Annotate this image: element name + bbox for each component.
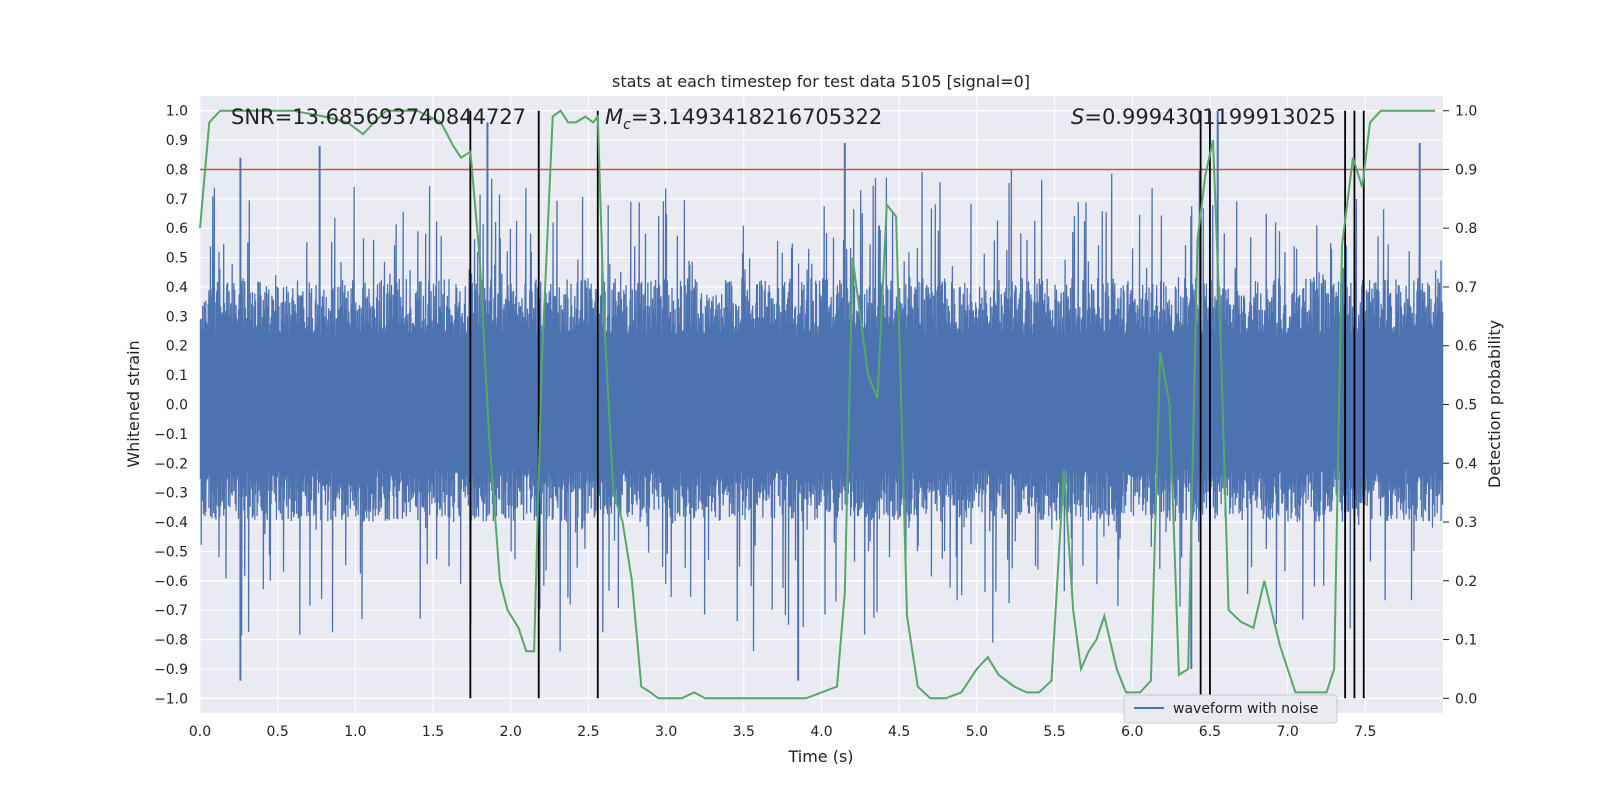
score-value: =0.9994301199913025: [1084, 105, 1335, 129]
y-tick-label: 0.4: [166, 280, 188, 296]
y-tick-label: 0.7: [166, 192, 188, 208]
y-tick-label: 0.8: [166, 162, 188, 178]
x-tick-label: 3.5: [733, 724, 755, 740]
legend-box: [1123, 694, 1338, 724]
y-tick-label: −0.2: [154, 456, 188, 472]
y2-axis-label: Detection probability: [1485, 320, 1504, 488]
legend-label: waveform with noise: [1173, 701, 1318, 717]
y2-tick-label: 0.7: [1455, 280, 1477, 296]
x-tick-label: 7.0: [1276, 724, 1298, 740]
y-tick-label: −0.8: [154, 633, 188, 649]
detection-markers: [469, 110, 1365, 699]
score-symbol: S: [1071, 105, 1084, 129]
y-tick-label: 0.1: [166, 368, 188, 384]
chart-title: stats at each timestep for test data 510…: [612, 72, 1030, 91]
y-tick-label: 0.3: [166, 309, 188, 325]
y2-tick-label: 0.5: [1455, 398, 1477, 414]
y2-tick-label: 0.9: [1455, 162, 1477, 178]
x-tick-label: 5.0: [966, 724, 988, 740]
x-tick-label: 2.0: [500, 724, 522, 740]
x-tick-label: 6.0: [1121, 724, 1143, 740]
y2-tick-label: 0.1: [1455, 633, 1477, 649]
x-tick-label: 0.5: [267, 724, 289, 740]
y-ticks: 1.0 0.9 0.8 0.7 0.6 0.5 0.4 0.3 0.2 0.1 0.0 −0.1 −0.…: [154, 104, 188, 708]
y-tick-label: −1.0: [154, 691, 188, 707]
y-tick-label: 0.0: [166, 398, 188, 414]
score-annotation: S=0.9994301199913025: [1071, 105, 1336, 129]
waveform-line: [199, 168, 1444, 652]
x-tick-label: 4.5: [888, 724, 910, 740]
y2-tick-label: 0.4: [1455, 456, 1477, 472]
y-axis-label: Whitened strain: [124, 340, 143, 467]
x-tick-label: 1.0: [344, 724, 366, 740]
y-tick-label: 0.2: [166, 339, 188, 355]
x-tick-label: 0.0: [189, 724, 211, 740]
y2-tick-label: 0.8: [1455, 221, 1477, 237]
chirp-mass-symbol: M: [605, 105, 623, 129]
x-tick-label: 4.0: [810, 724, 832, 740]
y-tick-label: −0.5: [154, 544, 188, 560]
x-tick-label: 1.5: [422, 724, 444, 740]
probability-line: [199, 109, 1436, 700]
y2-tick-label: 0.6: [1455, 339, 1477, 355]
x-tick-label: 7.5: [1354, 724, 1376, 740]
y-tick-label: −0.1: [154, 427, 188, 443]
chirp-mass-subscript: c: [623, 117, 631, 133]
y-tick-label: −0.3: [154, 486, 188, 502]
x-tick-label: 2.5: [577, 724, 599, 740]
probability-series: [199, 109, 1436, 700]
chirp-mass-value: =3.1493418216705322: [631, 105, 882, 129]
y2-tick-label: 0.3: [1455, 515, 1477, 531]
y-tick-label: 1.0: [166, 104, 188, 120]
y-tick-label: −0.4: [154, 515, 188, 531]
y2-tick-label: 1.0: [1455, 104, 1477, 120]
chirp-mass-annotation: Mc=3.1493418216705322: [605, 105, 882, 133]
y-tick-label: −0.6: [154, 574, 188, 590]
x-tick-label: 5.5: [1043, 724, 1065, 740]
snr-annotation: SNR=13.685693740844727: [231, 105, 526, 129]
x-ticks: 0.0 0.5 1.0 1.5 2.0 2.5 3.0 3.5 4.0 4.5 5.0 5.5 6.0 6…: [189, 724, 1377, 740]
x-tick-label: 3.0: [655, 724, 677, 740]
x-axis-label: Time (s): [787, 747, 853, 766]
y-tick-label: −0.9: [154, 662, 188, 678]
y-tick-label: 0.9: [166, 133, 188, 149]
y-tick-label: 0.6: [166, 221, 188, 237]
legend: waveform with noise: [1123, 694, 1338, 724]
x-tick-label: 6.5: [1199, 724, 1221, 740]
y-tick-label: 0.5: [166, 251, 188, 267]
y2-ticks: 1.0 0.9 0.8 0.7 0.6 0.5 0.4 0.3 0.2 0.1 0.0: [1443, 104, 1477, 707]
y2-tick-label: 0.2: [1455, 574, 1477, 590]
y-tick-label: −0.7: [154, 603, 188, 619]
y2-tick-label: 0.0: [1455, 691, 1477, 707]
